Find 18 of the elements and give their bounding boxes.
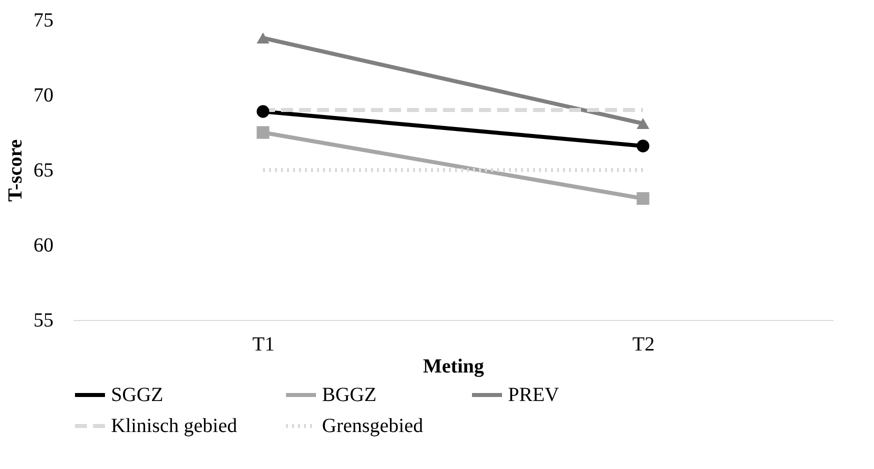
x-tick-label: T1 (252, 334, 275, 356)
legend-label: SGGZ (111, 384, 164, 406)
legend-label: BGGZ (322, 384, 376, 406)
point (636, 140, 650, 152)
x-tick-label: T2 (632, 334, 655, 356)
point (256, 126, 270, 139)
x-axis-title: Meting (422, 356, 484, 378)
y-tick-label: 65 (34, 160, 54, 182)
y-axis-title: T-score (4, 139, 26, 202)
legend-label: Klinisch gebied (111, 415, 238, 437)
y-tick-label: 60 (34, 234, 54, 256)
point (636, 192, 650, 205)
point (256, 105, 270, 118)
y-tick-label: 70 (34, 84, 54, 106)
y-tick-label: 55 (34, 310, 54, 332)
legend-label: PREV (508, 384, 560, 406)
y-tick-label: 75 (34, 10, 54, 32)
legend-label: Grensgebied (322, 415, 424, 437)
